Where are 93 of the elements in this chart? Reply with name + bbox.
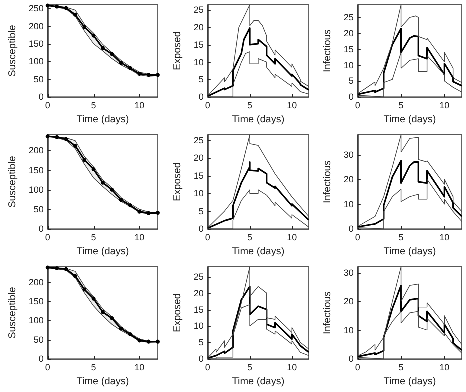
y-tick-label: 15 [194,170,204,181]
y-tick-label: 5 [198,206,204,216]
x-axis-title: Time (days) [232,376,285,388]
y-tick-label: 10 [344,199,354,210]
y-tick-label: 200 [28,277,44,288]
y-tick-label: 25 [194,5,204,16]
y-tick-label: 25 [194,272,204,282]
y-tick-label: 20 [344,296,354,307]
y-tick-label: 30 [344,268,354,278]
y-tick-label: 5 [348,76,354,86]
y-tick-label: 0 [348,354,354,364]
x-tick-label: 0 [45,232,50,243]
y-tick-label: 20 [194,153,204,164]
y-axis-title: Exposed [172,32,184,71]
x-tick-label: 5 [398,100,404,111]
x-tick-label: 10 [287,362,298,373]
x-tick-label: 5 [91,362,96,373]
x-tick-label: 10 [134,232,145,243]
y-tick-label: 10 [344,325,354,336]
y-axis-title: Infectious [322,30,334,72]
y-tick-label: 0 [38,224,44,234]
y-tick-label: 15 [194,304,204,315]
y-tick-label: 50 [34,204,44,214]
x-tick-label: 5 [398,362,404,373]
x-axis-title: Time (days) [76,246,130,258]
y-tick-label: 0 [198,354,204,364]
x-axis-title: Time (days) [232,114,285,126]
x-tick-label: 5 [248,100,253,111]
y-tick-label: 150 [28,38,44,49]
y-tick-label: 250 [28,4,44,14]
y-tick-label: 0 [348,92,354,102]
x-tick-label: 0 [355,362,360,373]
y-tick-label: 0 [38,92,44,102]
y-tick-label: 25 [194,135,204,146]
y-axis-title: Susceptible [8,156,18,208]
y-tick-label: 10 [194,188,204,199]
x-axis-title: Time (days) [232,246,285,258]
x-axis-title: Time (days) [384,246,436,258]
x-tick-label: 0 [355,100,360,111]
y-tick-label: 200 [28,21,44,32]
y-tick-label: 150 [28,296,44,307]
y-axis-title: Exposed [172,294,184,333]
x-tick-label: 5 [91,100,96,111]
x-tick-label: 0 [45,362,50,373]
y-tick-label: 100 [28,184,44,195]
y-tick-label: 100 [28,56,44,67]
x-tick-label: 10 [440,232,450,243]
x-tick-label: 10 [440,362,450,373]
x-axis-title: Time (days) [76,114,130,126]
y-tick-label: 20 [194,288,204,298]
y-tick-label: 200 [28,146,44,156]
y-tick-label: 50 [34,74,44,84]
y-tick-label: 10 [194,57,204,68]
x-tick-label: 5 [398,232,404,243]
y-tick-label: 0 [38,354,44,364]
y-tick-label: 30 [344,150,354,160]
x-axis-title: Time (days) [76,376,130,388]
y-axis-title: Susceptible [8,286,18,339]
y-tick-label: 15 [194,40,204,50]
y-axis-title: Exposed [172,162,184,202]
y-axis-title: Susceptible [8,24,18,77]
y-tick-label: 20 [194,22,204,33]
y-tick-label: 100 [28,316,44,326]
y-tick-label: 20 [344,28,354,39]
x-tick-label: 10 [440,100,450,111]
y-tick-label: 25 [344,12,354,23]
y-tick-label: 10 [344,60,354,70]
x-tick-label: 10 [134,100,145,111]
x-tick-label: 5 [91,232,96,243]
y-tick-label: 5 [198,338,204,348]
y-tick-label: 10 [194,321,204,332]
x-tick-label: 10 [287,232,298,243]
x-tick-label: 0 [205,100,210,111]
y-axis-title: Infectious [322,160,334,204]
x-tick-label: 5 [248,232,253,243]
y-tick-label: 5 [198,74,204,85]
x-tick-label: 10 [134,362,145,373]
x-axis-title: Time (days) [384,114,436,126]
y-tick-label: 50 [34,334,44,345]
x-tick-label: 0 [205,232,210,243]
x-tick-label: 0 [355,232,360,243]
y-tick-label: 20 [344,174,354,185]
x-tick-label: 0 [45,100,50,111]
x-tick-label: 0 [205,362,210,373]
y-tick-label: 0 [198,92,204,102]
x-axis-title: Time (days) [384,376,436,388]
x-tick-label: 10 [287,100,298,111]
x-tick-label: 5 [248,362,253,373]
y-tick-label: 15 [344,44,354,54]
y-tick-label: 150 [28,165,44,176]
y-tick-label: 0 [198,224,204,234]
y-tick-label: 0 [348,224,354,234]
y-axis-title: Infectious [322,292,334,334]
